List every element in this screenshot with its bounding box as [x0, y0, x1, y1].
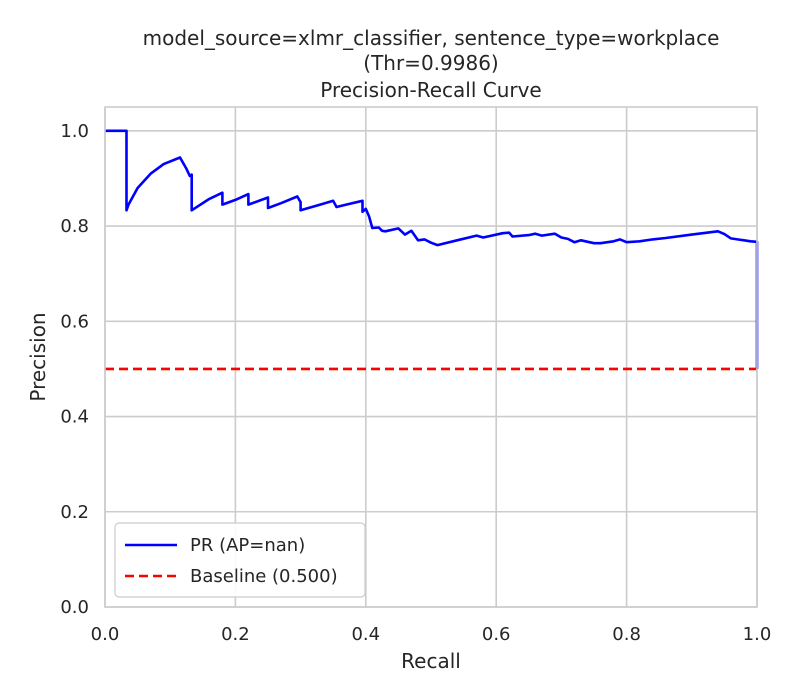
chart-title-line: Precision-Recall Curve: [320, 78, 541, 102]
series-line-0: [105, 129, 759, 369]
x-tick-label: 0.0: [91, 624, 120, 645]
x-tick-label: 1.0: [743, 624, 772, 645]
y-tick-label: 0.8: [60, 216, 89, 237]
x-tick-label: 0.6: [482, 624, 511, 645]
chart-title-line: model_source=xlmr_classifier, sentence_t…: [143, 26, 720, 50]
chart-title: model_source=xlmr_classifier, sentence_t…: [143, 26, 720, 102]
legend-box: [114, 522, 366, 598]
plot-frame: [104, 106, 758, 608]
y-axis-label: Precision: [26, 312, 50, 401]
x-tick-label: 0.2: [221, 624, 250, 645]
y-tick-label: 1.0: [60, 121, 89, 142]
grid: [104, 107, 758, 608]
x-axis-label: Recall: [401, 649, 461, 673]
chart-title-line: (Thr=0.9986): [363, 51, 498, 75]
series-lines: [105, 129, 759, 371]
legend-label: Baseline (0.500): [190, 566, 338, 587]
y-axis-ticks: 0.0 0.2 0.4 0.6 0.8 1.0: [60, 121, 89, 618]
x-tick-label: 0.4: [351, 624, 380, 645]
y-tick-label: 0.0: [60, 597, 89, 618]
x-tick-label: 0.8: [612, 624, 641, 645]
y-tick-label: 0.6: [60, 311, 89, 332]
legend-label: PR (AP=nan): [190, 535, 305, 556]
x-axis-ticks: 0.0 0.2 0.4 0.6 0.8 1.0: [91, 624, 772, 645]
legend: PR (AP=nan) Baseline (0.500): [114, 522, 366, 598]
y-tick-label: 0.4: [60, 407, 89, 428]
y-tick-label: 0.2: [60, 502, 89, 523]
